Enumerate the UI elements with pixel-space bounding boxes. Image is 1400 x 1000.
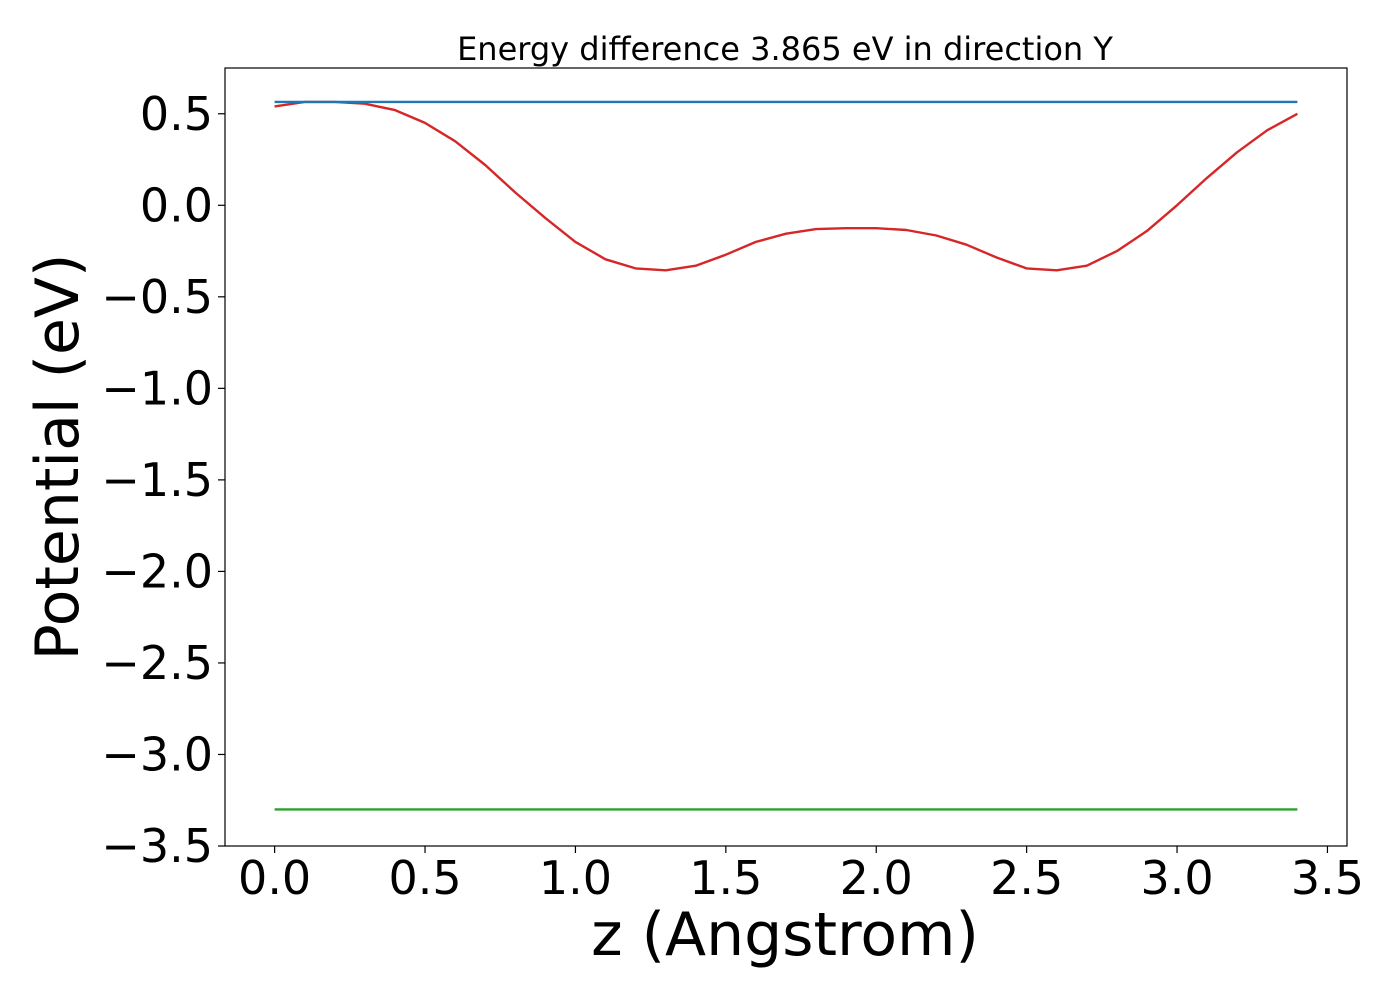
y-tick-label: 0.0	[140, 178, 213, 232]
x-tick-label: 2.0	[840, 851, 913, 905]
x-axis-ticks: 0.0 0.5 1.0 1.5 2.0 2.5 3.0 3.5	[238, 846, 1364, 905]
y-tick-label: −2.0	[101, 544, 213, 598]
plot-area-frame	[224, 67, 1348, 847]
x-tick-label: 2.5	[990, 851, 1063, 905]
y-tick-label: −3.0	[101, 727, 213, 781]
y-axis-label: Potential (eV)	[23, 254, 93, 661]
x-tick-label: 0.0	[238, 851, 311, 905]
x-tick-label: 3.5	[1291, 851, 1364, 905]
series-line-1	[274, 100, 1298, 272]
y-tick-label: −3.5	[101, 819, 213, 873]
x-axis-label: z (Angstrom)	[591, 900, 979, 970]
y-tick-label: −1.5	[101, 453, 213, 507]
y-axis-ticks: 0.5 0.0 −0.5 −1.0 −1.5 −2.0 −2.5 −3.0 −3.5	[101, 87, 225, 873]
x-tick-label: 3.0	[1140, 851, 1213, 905]
x-tick-label: 0.5	[388, 851, 461, 905]
y-tick-label: −2.5	[101, 636, 213, 690]
y-tick-label: 0.5	[140, 87, 213, 141]
series-layer	[274, 100, 1298, 811]
y-tick-label: −1.0	[101, 361, 213, 415]
y-tick-label: −0.5	[101, 270, 213, 324]
x-tick-label: 1.0	[539, 851, 612, 905]
chart-title: Energy difference 3.865 eV in direction …	[457, 30, 1113, 68]
x-tick-label: 1.5	[689, 851, 762, 905]
